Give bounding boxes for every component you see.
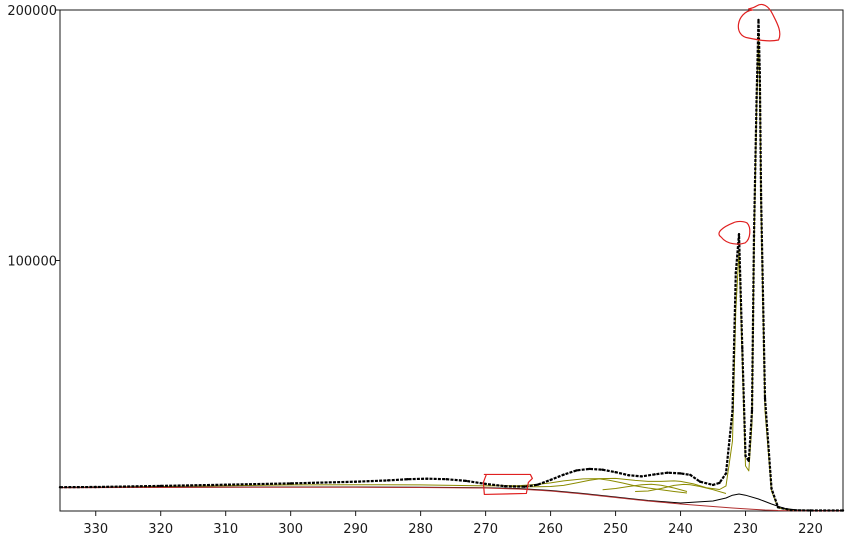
x-tick-label: 320 [148,522,173,537]
data-point [614,471,617,474]
series-line [59,34,843,511]
x-tick-label: 300 [278,522,303,537]
data-point [523,485,526,488]
series-line [59,486,843,512]
data-point [601,468,604,471]
y-axis: 100000 200000 [7,4,60,270]
annotation-mark [718,220,751,245]
data-point [770,487,773,490]
data-point [588,467,591,471]
data-point [689,473,692,477]
annotation-mark [482,473,533,496]
data-point [759,196,763,200]
data-point [653,473,656,476]
data-point [159,484,162,488]
series-line [635,483,727,494]
data-point [747,459,750,463]
y-tick-label: 200000 [7,4,57,19]
plot-frame [59,9,844,512]
data-point [58,486,62,489]
x-tick-label: 330 [83,522,108,537]
x-tick-label: 250 [603,522,628,537]
data-point [734,271,737,275]
data-point [809,509,812,512]
data-point [711,483,715,487]
data-point [750,409,754,412]
series-layer [58,18,845,512]
x-tick-label: 310 [213,522,238,537]
data-point [718,481,721,485]
x-tick-label: 220 [798,522,823,537]
data-point [536,483,539,486]
data-point [464,479,468,483]
data-point [627,474,630,477]
data-point [776,506,780,509]
data-point [741,347,744,350]
data-point [763,397,767,400]
data-point [744,454,747,458]
data-point [666,471,669,474]
data-point [737,233,741,236]
data-point [724,472,728,475]
data-point [406,478,409,481]
data-point [354,480,357,483]
data-point [640,475,643,478]
data-point [94,485,97,489]
data-point [698,480,702,483]
data-point [731,409,734,412]
data-point [575,469,578,472]
data-point [445,478,448,481]
data-point [758,71,761,74]
y-tick-label: 100000 [7,255,57,270]
x-tick-label: 260 [538,522,563,537]
data-point [841,509,845,512]
x-tick-label: 270 [473,522,498,537]
data-point [549,478,552,482]
data-point [224,483,227,486]
data-point [484,482,487,486]
data-point [752,234,756,237]
data-point [757,18,760,22]
annotation-mark [737,3,781,42]
data-point [562,473,565,476]
x-tick-label: 230 [733,522,758,537]
x-tick-label: 290 [343,522,368,537]
x-tick-label: 240 [668,522,693,537]
series-line [602,483,688,492]
data-point [789,509,793,512]
data-point [755,96,758,99]
data-point [425,477,429,480]
data-point [503,485,507,488]
data-point [386,479,390,482]
annotation-layer [482,3,781,496]
data-point [679,472,682,475]
x-axis: 330 320 310 300 290 280 270 260 250 240 230 220 [83,511,823,537]
series-line [59,18,843,512]
data-point [289,482,292,485]
x-tick-label: 280 [408,522,433,537]
